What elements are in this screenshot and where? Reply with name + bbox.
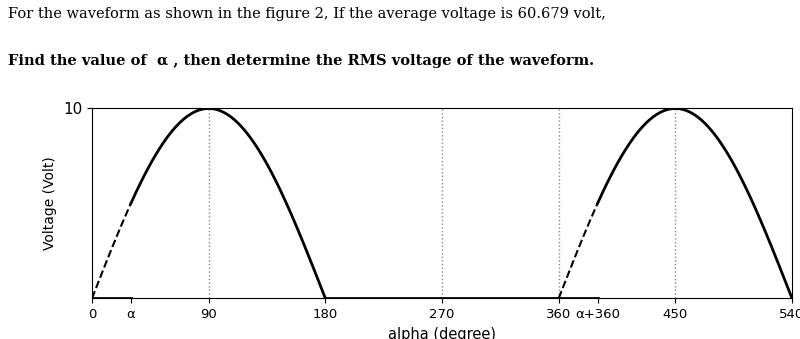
Y-axis label: Voltage (Volt): Voltage (Volt) bbox=[43, 157, 58, 250]
X-axis label: alpha (degree): alpha (degree) bbox=[388, 326, 496, 339]
Text: For the waveform as shown in the figure 2, If the average voltage is 60.679 volt: For the waveform as shown in the figure … bbox=[8, 7, 606, 21]
Text: Find the value of  α , then determine the RMS voltage of the waveform.: Find the value of α , then determine the… bbox=[8, 54, 594, 68]
